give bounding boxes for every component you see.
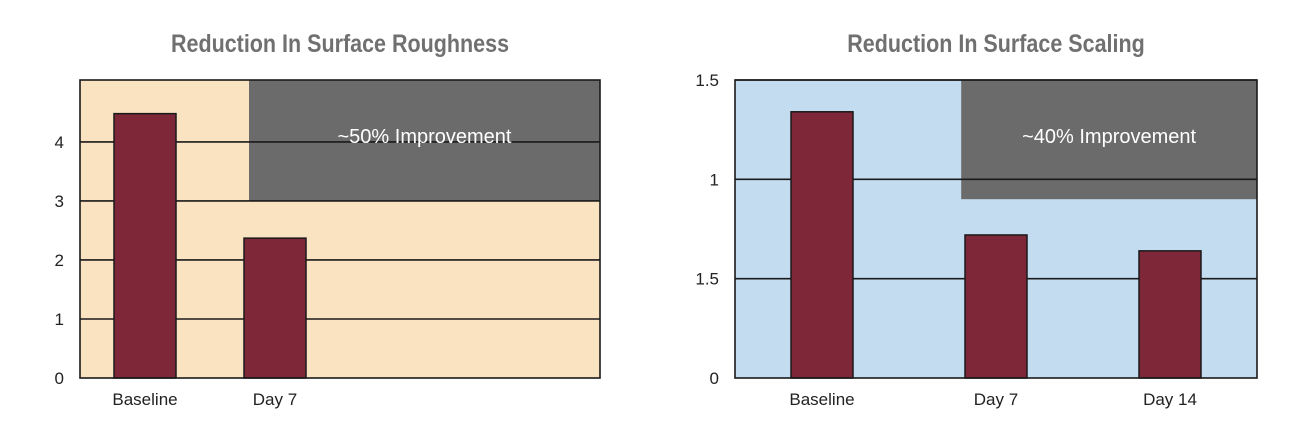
y-tick-label: 0: [55, 369, 64, 388]
category-label: Day 7: [974, 390, 1018, 409]
improvement-label: ~50% Improvement: [338, 126, 512, 148]
y-tick-label: 4: [55, 133, 64, 152]
chart-title: Reduction In Surface Roughness: [170, 30, 510, 58]
bar: [964, 234, 1028, 379]
y-tick-label: 1: [710, 170, 719, 189]
category-label: Day 7: [253, 390, 297, 409]
plot-frame: [79, 79, 601, 379]
chart-roughness-plot: Baseline Day 7 0 1 2 3 4 ~50% Improvement: [55, 79, 601, 409]
category-label: Baseline: [789, 390, 854, 409]
bar: [790, 111, 854, 379]
plot-frame: [734, 79, 1258, 379]
y-tick-label: 3: [55, 192, 64, 211]
improvement-overlay: [249, 80, 600, 201]
category-label: Baseline: [112, 390, 177, 409]
bar: [243, 237, 307, 379]
y-tick-label: 0: [710, 369, 719, 388]
y-tick-label: 1.5: [695, 270, 719, 289]
category-label: Day 14: [1143, 390, 1197, 409]
y-tick-label: 1.5: [695, 71, 719, 90]
bar: [1138, 250, 1202, 379]
bar: [113, 112, 177, 379]
improvement-label: ~40% Improvement: [1022, 126, 1196, 148]
chart-title: Reduction In Surface Scaling: [847, 30, 1145, 58]
y-tick-label: 1: [55, 310, 64, 329]
y-tick-label: 2: [55, 251, 64, 270]
